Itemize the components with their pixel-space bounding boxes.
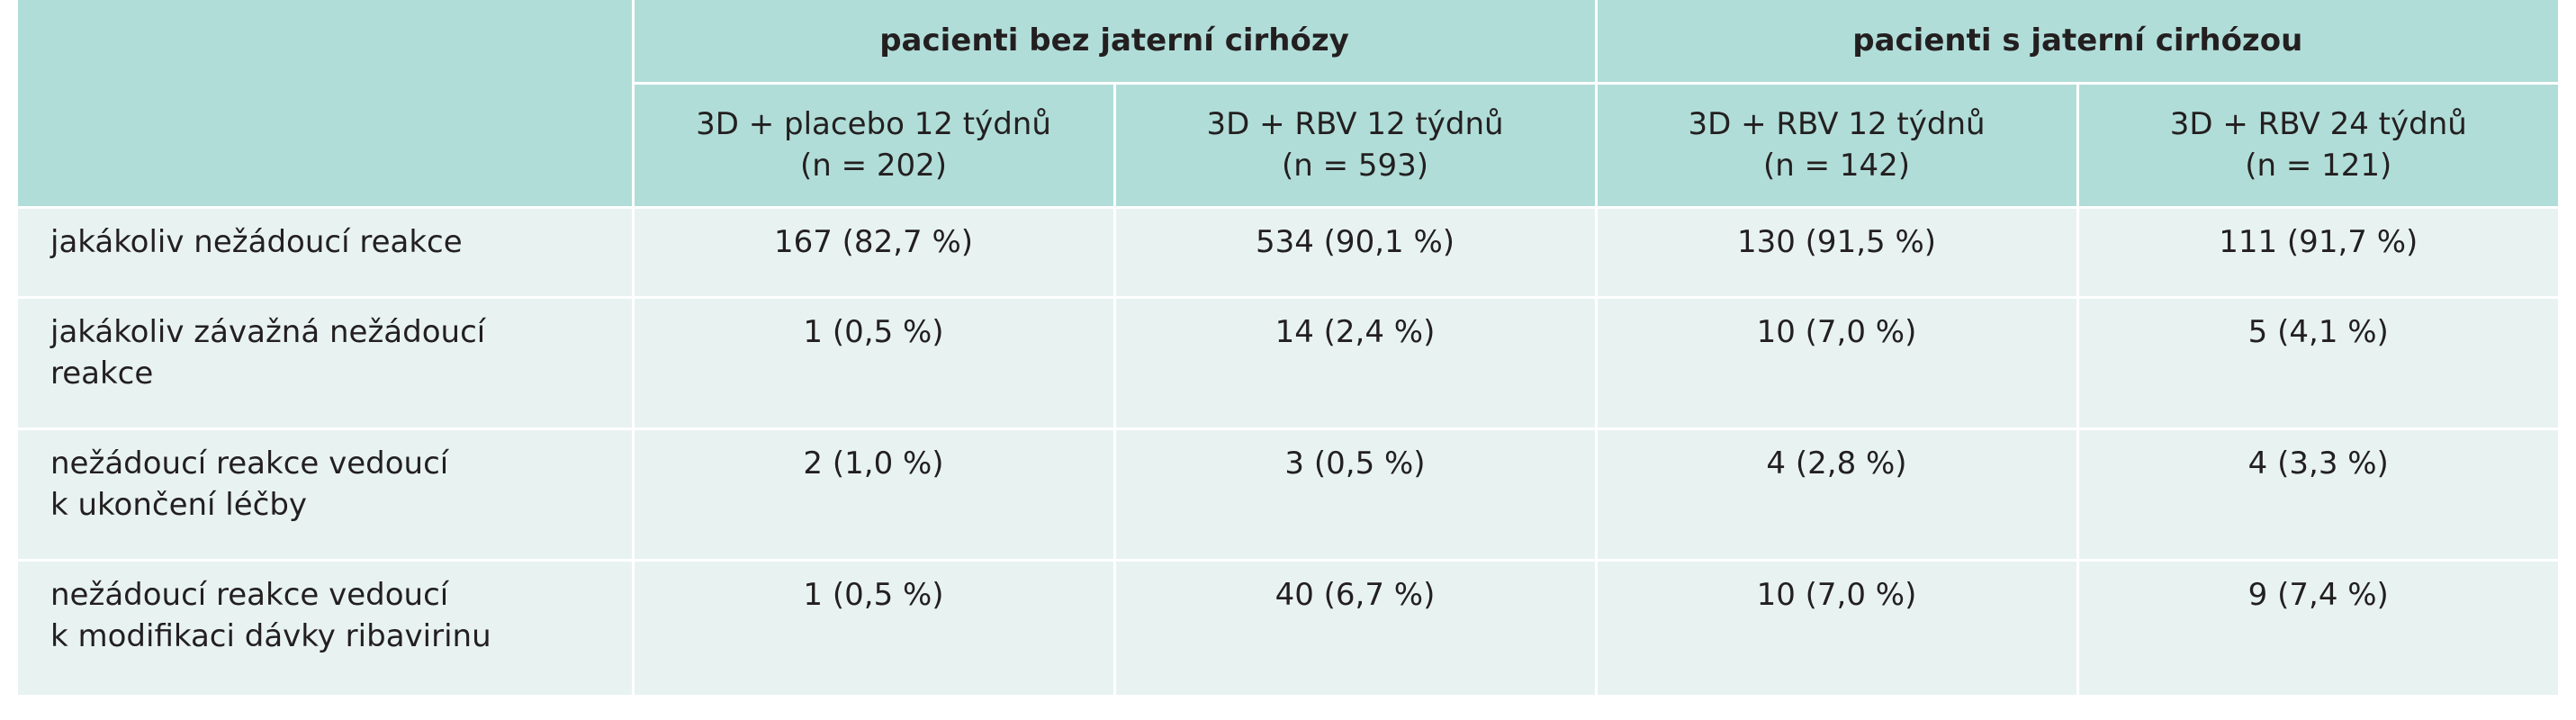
column-header-row: 3D + placebo 12 týdnů (n = 202) 3D + RBV… <box>18 83 2559 209</box>
table-cell: 1 (0,5 %) <box>633 560 1116 695</box>
table-row: nežádoucí reakce vedoucí k ukončení léčb… <box>18 428 2559 562</box>
table-cell: 4 (3,3 %) <box>2077 428 2559 562</box>
row-label-line: jakákoliv závažná nežádoucí <box>50 313 486 350</box>
column-header-label: 3D + RBV 24 týdnů <box>2169 106 2467 142</box>
column-header-n: (n = 142) <box>1762 148 1911 184</box>
table-cell: 9 (7,4 %) <box>2077 560 2559 695</box>
row-label: nežádoucí reakce vedoucí k ukončení léčb… <box>18 428 635 562</box>
column-header-n: (n = 202) <box>799 148 948 184</box>
column-header: 3D + RBV 24 týdnů (n = 121) <box>2077 83 2559 209</box>
row-label-line: jakákoliv nežádoucí reakce <box>50 223 463 260</box>
row-label-line: nežádoucí reakce vedoucí <box>50 445 449 482</box>
column-header-label: 3D + RBV 12 týdnů <box>1688 106 1986 142</box>
table-row: jakákoliv nežádoucí reakce 167 (82,7 %) … <box>18 207 2559 299</box>
table-cell: 10 (7,0 %) <box>1596 297 2079 430</box>
group-header-row: pacienti bez jaterní cirhózy pacienti s … <box>18 0 2559 209</box>
table-cell: 14 (2,4 %) <box>1114 297 1598 430</box>
row-label: jakákoliv závažná nežádoucí reakce <box>18 297 635 430</box>
table-cell: 3 (0,5 %) <box>1114 428 1598 562</box>
table-cell: 534 (90,1 %) <box>1114 207 1598 299</box>
row-label-line: k modifikaci dávky ribavirinu <box>50 617 491 654</box>
group-header-cirrhosis: pacienti s jaterní cirhózou <box>1596 0 2559 85</box>
table-cell: 2 (1,0 %) <box>633 428 1116 562</box>
adverse-reactions-table: pacienti bez jaterní cirhózy pacienti s … <box>18 0 2559 695</box>
table-cell: 130 (91,5 %) <box>1596 207 2079 299</box>
table-cell: 40 (6,7 %) <box>1114 560 1598 695</box>
column-header: 3D + RBV 12 týdnů (n = 142) <box>1596 83 2079 209</box>
group-header-no-cirrhosis: pacienti bez jaterní cirhózy <box>633 0 1598 85</box>
column-header-label: 3D + placebo 12 týdnů <box>696 106 1051 142</box>
column-header-n: (n = 121) <box>2245 148 2392 184</box>
table-cell: 167 (82,7 %) <box>633 207 1116 299</box>
table-row: jakákoliv závažná nežádoucí reakce 1 (0,… <box>18 297 2559 430</box>
table-cell: 1 (0,5 %) <box>633 297 1116 430</box>
table-cell: 4 (2,8 %) <box>1596 428 2079 562</box>
table-cell: 111 (91,7 %) <box>2077 207 2559 299</box>
row-label-line: k ukončení léčby <box>50 486 308 523</box>
corner-header-cell <box>18 0 635 209</box>
table-cell: 10 (7,0 %) <box>1596 560 2079 695</box>
table-row: nežádoucí reakce vedoucí k modifikaci dá… <box>18 560 2559 695</box>
row-label-line: nežádoucí reakce vedoucí <box>50 576 449 613</box>
row-label-line: reakce <box>50 355 154 392</box>
row-label: nežádoucí reakce vedoucí k modifikaci dá… <box>18 560 635 695</box>
column-header: 3D + RBV 12 týdnů (n = 593) <box>1114 83 1598 209</box>
column-header-n: (n = 593) <box>1281 148 1429 184</box>
table-cell: 5 (4,1 %) <box>2077 297 2559 430</box>
row-label: jakákoliv nežádoucí reakce <box>18 207 635 299</box>
column-header-label: 3D + RBV 12 týdnů <box>1206 106 1504 142</box>
column-header: 3D + placebo 12 týdnů (n = 202) <box>633 83 1116 209</box>
